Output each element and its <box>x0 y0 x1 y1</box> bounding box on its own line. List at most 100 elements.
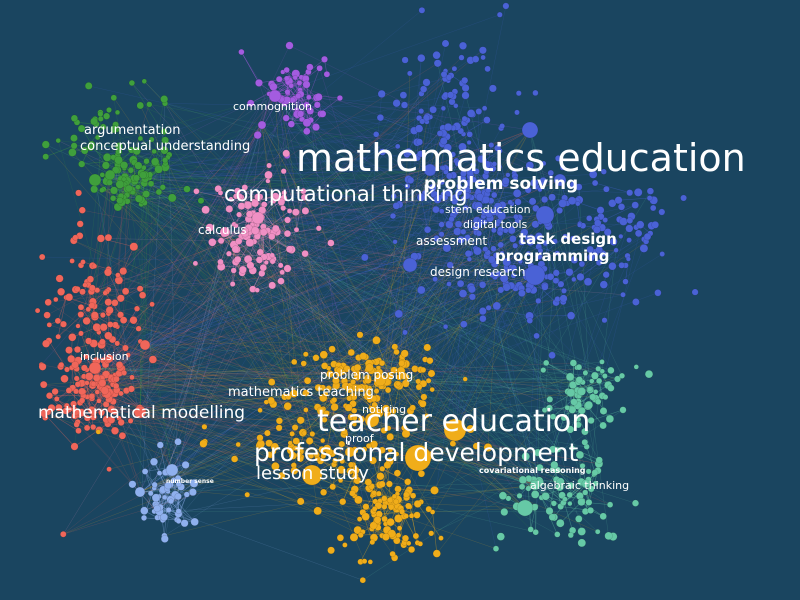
network-node <box>618 261 626 269</box>
keyword-label: inclusion <box>80 350 129 363</box>
network-edge <box>289 45 561 181</box>
network-edge <box>261 124 421 403</box>
network-edge <box>258 78 289 84</box>
network-node <box>582 489 589 496</box>
network-node <box>524 234 531 241</box>
network-node <box>278 472 286 480</box>
network-node <box>483 443 493 452</box>
network-node <box>451 65 458 72</box>
network-node <box>264 170 273 180</box>
network-node <box>285 41 294 50</box>
network-node <box>259 264 267 272</box>
network-node <box>562 233 569 240</box>
network-edge <box>371 262 600 421</box>
network-edge <box>109 236 532 400</box>
hub-node <box>516 499 534 517</box>
network-node <box>327 239 335 247</box>
network-edge <box>221 265 251 267</box>
network-node <box>429 105 437 114</box>
network-edge <box>291 129 531 250</box>
network-edge <box>144 241 614 346</box>
network-edge <box>254 220 554 450</box>
network-edge <box>287 228 319 234</box>
network-node <box>338 440 346 448</box>
network-node <box>322 391 329 398</box>
keyword-label: covariational reasoning <box>479 466 586 475</box>
network-node <box>497 211 507 221</box>
network-edge <box>45 144 578 391</box>
keyword-label: assessment <box>416 234 487 248</box>
network-node <box>306 94 312 101</box>
network-node <box>460 169 468 177</box>
network-edge <box>92 287 469 430</box>
hub-node <box>139 339 151 351</box>
network-node <box>373 131 380 138</box>
network-node <box>482 246 489 253</box>
network-edge <box>241 174 269 207</box>
network-node <box>121 369 128 376</box>
network-node <box>39 253 46 261</box>
network-node <box>360 253 369 262</box>
network-node <box>83 424 91 432</box>
network-node <box>659 251 666 257</box>
network-edge <box>144 283 233 346</box>
network-edge <box>94 265 398 385</box>
network-node <box>275 424 283 432</box>
network-edge <box>544 485 572 496</box>
network-node <box>367 559 373 565</box>
network-node <box>208 238 217 247</box>
network-edge <box>567 391 586 432</box>
network-edge <box>144 344 377 399</box>
network-node <box>443 324 449 330</box>
network-edge <box>139 411 282 476</box>
keyword-label: calculus <box>198 223 247 237</box>
network-node <box>302 118 312 127</box>
network-node <box>72 407 80 416</box>
network-edge <box>121 180 128 369</box>
network-node <box>236 211 243 218</box>
network-node <box>167 193 177 203</box>
network-node <box>375 365 381 371</box>
network-edge <box>132 375 595 485</box>
network-node <box>306 63 314 71</box>
network-node <box>82 282 88 288</box>
network-edge <box>77 421 456 431</box>
network-node <box>606 501 614 508</box>
network-node <box>445 74 453 81</box>
network-node <box>379 465 386 472</box>
network-edge <box>261 210 277 229</box>
network-node <box>296 416 305 425</box>
network-node <box>343 365 351 373</box>
network-node <box>156 441 164 449</box>
network-node <box>337 465 346 474</box>
network-node <box>303 127 311 136</box>
network-node <box>364 478 372 486</box>
network-node <box>70 142 78 150</box>
network-edge <box>355 387 372 409</box>
network-edge <box>417 315 572 459</box>
network-node <box>599 407 608 415</box>
network-edge <box>139 161 156 413</box>
network-edge <box>74 68 455 417</box>
network-node <box>426 357 434 365</box>
network-node <box>480 54 486 61</box>
network-node <box>413 499 422 508</box>
network-node <box>632 499 640 507</box>
network-edge <box>170 332 406 500</box>
network-node <box>121 176 127 182</box>
network-node <box>464 250 473 258</box>
network-edge <box>94 179 580 381</box>
network-node <box>440 105 447 112</box>
network-node <box>545 507 554 515</box>
network-node <box>118 390 124 397</box>
network-node <box>140 506 149 515</box>
network-node <box>567 501 573 507</box>
network-edge <box>87 126 104 283</box>
network-node <box>92 323 102 332</box>
network-node <box>404 183 411 190</box>
network-edge <box>97 129 531 291</box>
hub-node <box>301 464 323 486</box>
network-node <box>160 95 169 104</box>
network-node <box>405 502 412 510</box>
network-edge <box>140 138 166 161</box>
